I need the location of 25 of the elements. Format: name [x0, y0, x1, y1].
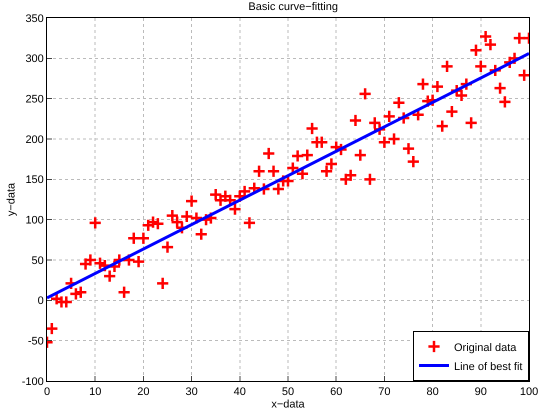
x-tick-label: 20	[137, 386, 150, 398]
x-tick-label: 100	[520, 386, 538, 398]
legend-label: Line of best fit	[454, 360, 522, 373]
x-tick-label: 10	[89, 386, 102, 398]
y-tick-label: -100	[22, 376, 44, 388]
y-tick-label: 50	[32, 254, 44, 267]
y-tick-label: -50	[28, 336, 44, 348]
x-tick-label: 80	[426, 386, 439, 398]
x-tick-label: 90	[474, 386, 487, 398]
y-tick-label: 250	[25, 94, 44, 106]
chart-title: Basic curve−fitting	[248, 0, 338, 13]
x-tick-label: 70	[378, 386, 391, 398]
y-tick-label: 300	[25, 53, 44, 66]
x-tick-label: 30	[185, 386, 198, 398]
x-tick-label: 60	[330, 386, 342, 398]
x-tick-label: 40	[234, 386, 246, 398]
y-tick-label: 100	[25, 214, 44, 227]
y-tick-label: 200	[25, 134, 44, 146]
y-tick-label: 350	[25, 12, 44, 25]
x-tick-label: 50	[282, 386, 294, 398]
y-tick-label: 150	[25, 174, 44, 186]
legend-label: Original data	[454, 342, 518, 354]
y-tick-label: 0	[38, 295, 44, 308]
x-axis-title: x−data	[271, 398, 306, 410]
y-axis-title: y−data	[5, 182, 18, 216]
